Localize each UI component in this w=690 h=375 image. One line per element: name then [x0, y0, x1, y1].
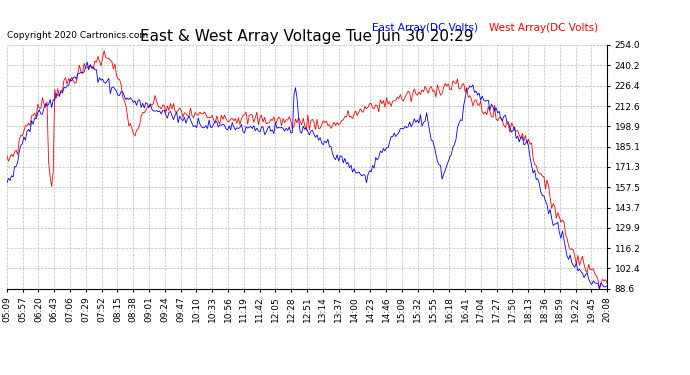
Title: East & West Array Voltage Tue Jun 30 20:29: East & West Array Voltage Tue Jun 30 20:…	[140, 29, 474, 44]
Text: Copyright 2020 Cartronics.com: Copyright 2020 Cartronics.com	[7, 31, 148, 40]
Legend: East Array(DC Volts), West Array(DC Volts): East Array(DC Volts), West Array(DC Volt…	[368, 18, 602, 37]
